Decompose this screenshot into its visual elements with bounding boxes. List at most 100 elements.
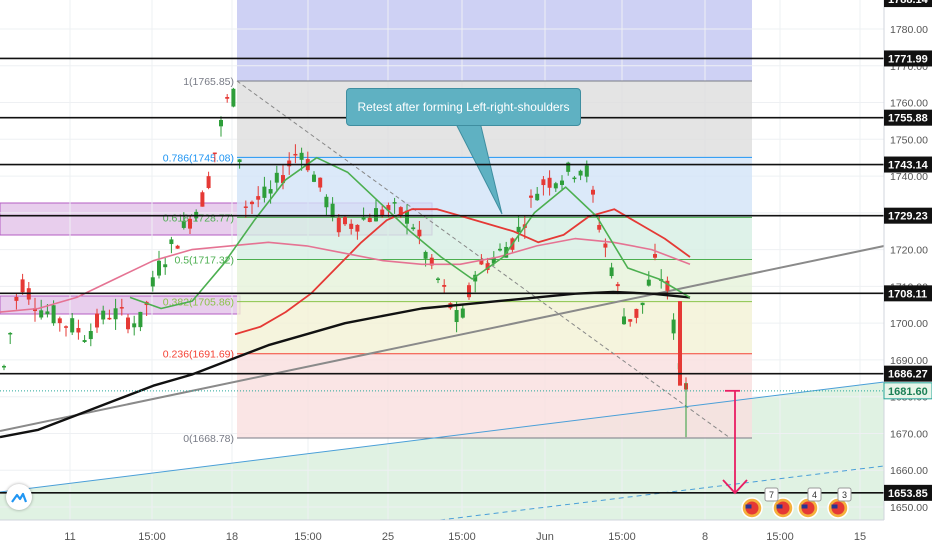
projection-arrow[interactable]: [722, 388, 748, 495]
candle-up: [609, 267, 614, 277]
candle-up: [572, 177, 577, 180]
candle-down: [349, 223, 354, 229]
candle-down: [57, 318, 62, 324]
time-tick-label: 8: [702, 531, 708, 543]
price-axis[interactable]: 1780.001770.001760.001750.001740.001730.…: [883, 0, 932, 520]
event-count-label: 4: [812, 490, 817, 500]
level-price-tag[interactable]: [884, 109, 932, 126]
candle-up: [535, 193, 540, 201]
candle-up: [423, 251, 428, 259]
fib-level-label: 0.5(1717.32): [174, 254, 234, 266]
time-tick-label: 18: [226, 531, 238, 543]
candle-down: [380, 209, 385, 216]
current-price-tag[interactable]: [883, 382, 932, 400]
candle-up: [392, 202, 397, 204]
level-price-tag[interactable]: [884, 207, 932, 224]
candle-up: [498, 248, 502, 251]
candle-down: [355, 224, 360, 232]
level-price-tag[interactable]: [884, 285, 932, 302]
price-tick-label: 1720.00: [890, 245, 928, 257]
candle-up: [622, 316, 626, 325]
event-count-badge: [807, 487, 822, 502]
candle-down: [634, 308, 639, 318]
candle-up: [219, 119, 223, 127]
candle-down: [429, 257, 434, 266]
candle-up: [491, 257, 496, 264]
candle-up: [405, 210, 409, 224]
price-tick-label: 1650.00: [890, 502, 928, 514]
gray-trendline[interactable]: [0, 245, 885, 432]
level-price-label: 1755.88: [888, 113, 928, 125]
moving-average-pink: [0, 237, 691, 313]
time-tick-label: 15:00: [448, 531, 476, 543]
candle-up: [82, 340, 87, 342]
candle-down: [33, 308, 37, 312]
price-tick-label: 1760.00: [890, 98, 928, 110]
price-tick-label: 1700.00: [890, 318, 928, 330]
event-count-badge: [764, 487, 779, 502]
level-price-tag[interactable]: [884, 156, 932, 173]
candle-down: [467, 285, 471, 298]
candle-up: [169, 239, 174, 245]
candle-down: [336, 217, 341, 233]
candle-down: [343, 217, 347, 225]
candle-down: [175, 245, 180, 249]
horizontal-levels-layer[interactable]: [0, 0, 884, 494]
price-tick-label: 1780.00: [890, 24, 928, 36]
candle-down: [442, 284, 447, 287]
annotation-text: Retest after forming Left-right-shoulder…: [357, 100, 570, 114]
candle-up: [646, 279, 651, 286]
candle-down: [318, 177, 323, 188]
level-price-label: 1788.14: [888, 0, 929, 6]
level-price-tag[interactable]: [884, 0, 932, 8]
time-tick-label: 15:00: [138, 531, 166, 543]
candle-down: [653, 254, 657, 258]
candle-down: [14, 296, 19, 301]
level-price-tag[interactable]: [884, 484, 932, 501]
fib-level-label: 0.236(1691.69): [163, 349, 234, 361]
candle-up: [101, 310, 106, 320]
level-price-label: 1653.85: [888, 488, 928, 500]
trendlines-layer[interactable]: [0, 121, 885, 521]
time-tick-label: Jun: [536, 531, 554, 543]
candle-up: [163, 264, 168, 268]
candle-up: [8, 332, 13, 335]
level-price-label: 1771.99: [888, 53, 928, 65]
candle-up: [181, 221, 186, 228]
level-price-label: 1708.11: [888, 288, 927, 300]
time-tick-label: 15:00: [294, 531, 322, 543]
flag-icon-canton: [776, 504, 783, 509]
fib-band: [237, 353, 752, 438]
candle-up: [88, 331, 93, 340]
arrow-head: [722, 479, 748, 495]
candle-up: [436, 278, 440, 281]
candle-down: [485, 263, 490, 270]
candle-down: [200, 192, 205, 207]
time-tick-label: 15: [854, 531, 866, 543]
level-price-tag[interactable]: [884, 365, 932, 382]
tradingview-logo-icon[interactable]: [6, 484, 32, 510]
candle-down: [293, 153, 298, 156]
event-badges[interactable]: 7 4 3: [741, 487, 852, 519]
price-tick-label: 1690.00: [890, 355, 928, 367]
level-price-label: 1743.14: [888, 160, 929, 172]
candle-down: [206, 176, 211, 189]
level-price-tag[interactable]: [884, 50, 932, 67]
candle-down: [597, 224, 602, 230]
candle-down: [665, 280, 670, 291]
candle-up: [268, 189, 273, 194]
time-axis[interactable]: 11 15:00 18 15:00 25 15:00 Jun 15:00 8 15:00 15: [0, 519, 884, 550]
candle-up: [560, 180, 564, 185]
flag-icon-canton: [831, 504, 838, 509]
blue-dashed-channel[interactable]: [439, 465, 885, 521]
annotation-callout[interactable]: Retest after forming Left-right-shoulder…: [346, 88, 581, 126]
event-count-badge: [837, 487, 852, 502]
blue-support-line[interactable]: [0, 381, 885, 493]
candle-up: [640, 302, 645, 306]
fibonacci-retracement[interactable]: 1(1765.85) 0.786(1745.08) 0.618(1728.77) 0.…: [163, 76, 752, 445]
candle-down: [287, 160, 292, 167]
fib-level-label: 0.618(1728.77): [163, 212, 234, 224]
candle-down: [107, 317, 112, 320]
candle-down: [386, 205, 391, 211]
